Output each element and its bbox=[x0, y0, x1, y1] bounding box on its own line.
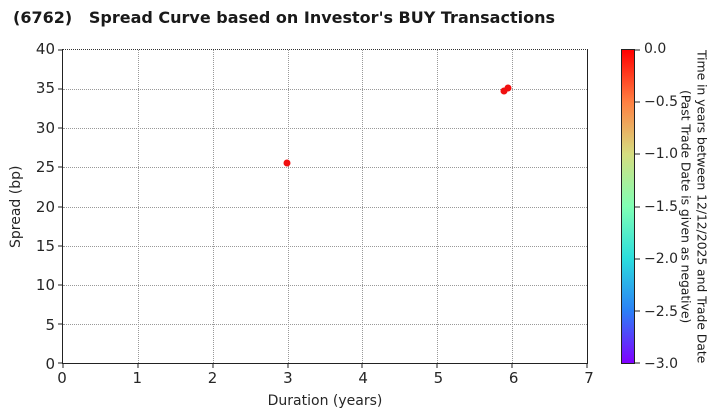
colorbar-tick-mark bbox=[635, 101, 640, 103]
gridline-horizontal bbox=[63, 323, 587, 325]
gridline-horizontal bbox=[63, 206, 587, 208]
y-tick-label: 5 bbox=[45, 315, 55, 334]
y-tick-mark bbox=[58, 323, 62, 325]
y-tick-mark bbox=[58, 206, 62, 207]
gridline-horizontal bbox=[63, 167, 587, 169]
x-tick-mark bbox=[212, 364, 214, 368]
chart-title: (6762) Spread Curve based on Investor's … bbox=[13, 8, 555, 27]
colorbar-title-line2: (Past Trade Date is given as negative) bbox=[678, 90, 694, 324]
colorbar-tick-mark bbox=[635, 153, 640, 155]
y-tick-mark bbox=[58, 284, 62, 286]
x-axis-label: Duration (years) bbox=[267, 393, 383, 409]
x-tick-mark bbox=[137, 364, 139, 368]
x-tick-mark bbox=[586, 364, 588, 368]
x-tick-label: 1 bbox=[132, 369, 143, 387]
y-tick-label: 15 bbox=[35, 236, 55, 255]
data-point bbox=[283, 159, 291, 167]
y-tick-mark bbox=[58, 49, 62, 51]
colorbar-tick-label: 0.0 bbox=[644, 41, 667, 57]
colorbar-tick-label: −1.0 bbox=[644, 146, 678, 162]
y-tick-labels: 0 5 10 15 20 25 30 35 40 bbox=[0, 40, 55, 373]
gridline-vertical bbox=[137, 50, 139, 363]
y-tick-label: 25 bbox=[35, 158, 55, 177]
y-tick-label: 10 bbox=[35, 276, 55, 295]
x-tick-mark bbox=[361, 364, 363, 368]
y-tick-mark bbox=[58, 88, 62, 90]
gridline-vertical bbox=[287, 50, 289, 363]
y-tick-label: 20 bbox=[35, 197, 55, 216]
colorbar-tick-mark bbox=[635, 362, 640, 364]
x-tick-label: 3 bbox=[283, 369, 293, 387]
colorbar-tick-mark bbox=[635, 310, 640, 312]
colorbar-title: Time in years between 12/12/2025 and Tra… bbox=[677, 42, 710, 372]
x-tick-labels: 0 1 2 3 4 5 6 7 bbox=[57, 369, 594, 389]
y-tick-label: 30 bbox=[35, 118, 55, 137]
colorbar-tick-label: −2.5 bbox=[644, 303, 678, 320]
gridline-vertical bbox=[362, 50, 364, 363]
colorbar-tick-label: −1.5 bbox=[644, 198, 678, 215]
y-tick-label: 35 bbox=[35, 79, 55, 98]
y-tick-label: 40 bbox=[35, 40, 55, 58]
x-tick-label: 2 bbox=[207, 369, 218, 387]
x-tick-label: 0 bbox=[57, 369, 67, 387]
x-tick-label: 7 bbox=[584, 369, 594, 387]
colorbar-tick-mark bbox=[635, 49, 640, 51]
colorbar-tick-mark bbox=[635, 258, 640, 260]
colorbar bbox=[621, 49, 640, 364]
plot-area bbox=[58, 49, 588, 368]
colorbar-tick-label: −3.0 bbox=[644, 356, 678, 372]
colorbar-tick-labels: 0.0 −0.5 −1.0 −1.5 −2.0 −2.5 −3.0 bbox=[644, 41, 690, 372]
x-tick-mark bbox=[62, 364, 64, 368]
x-tick-label: 6 bbox=[508, 369, 519, 387]
y-tick-mark bbox=[58, 245, 62, 247]
x-tick-mark bbox=[511, 364, 513, 368]
colorbar-tick-label: −2.0 bbox=[644, 251, 678, 267]
y-tick-mark bbox=[58, 127, 62, 129]
x-tick-mark bbox=[287, 364, 289, 368]
gridline-horizontal bbox=[63, 128, 587, 130]
colorbar-title-line1: Time in years between 12/12/2025 and Tra… bbox=[694, 50, 710, 364]
y-tick-mark bbox=[58, 166, 62, 168]
colorbar-tick-label: −0.5 bbox=[644, 93, 678, 110]
gridline-vertical bbox=[212, 50, 214, 363]
x-tick-label: 5 bbox=[433, 369, 444, 387]
data-point bbox=[500, 87, 508, 95]
y-tick-label: 0 bbox=[45, 355, 55, 373]
gridline-vertical bbox=[437, 50, 439, 363]
colorbar-tick-mark bbox=[635, 206, 640, 207]
gridline-horizontal bbox=[63, 245, 587, 247]
data-point bbox=[504, 84, 512, 92]
gridline-vertical bbox=[512, 50, 514, 363]
gridline-horizontal bbox=[63, 284, 587, 286]
x-tick-label: 4 bbox=[358, 369, 368, 387]
y-tick-mark bbox=[58, 362, 62, 364]
x-tick-mark bbox=[436, 364, 438, 368]
